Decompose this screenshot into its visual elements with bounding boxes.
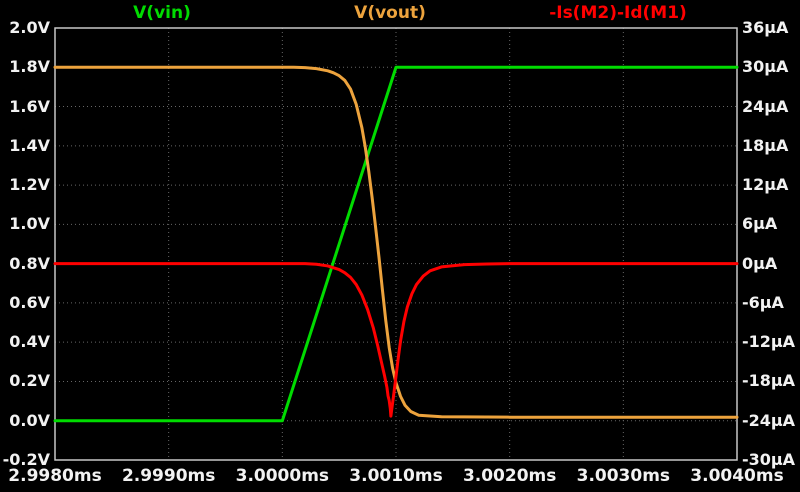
x-axis-tick-label: 2.9980ms xyxy=(8,466,102,486)
y-axis-right-tick-label: -12µA xyxy=(742,332,796,352)
y-axis-left-tick-label: 0.0V xyxy=(9,410,50,430)
x-axis-tick-label: 3.0020ms xyxy=(462,466,557,486)
y-axis-right-tick-label: -30µA xyxy=(742,450,796,469)
y-axis-left-tick-label: 0.2V xyxy=(9,371,50,391)
y-axis-left-tick-label: -0.2V xyxy=(2,450,50,469)
y-axis-right-tick-label: 24µA xyxy=(742,96,789,116)
trace-legend: V(vin) V(vout) -Is(M2)-Id(M1) xyxy=(0,0,800,26)
x-axis-tick-label: 3.0000ms xyxy=(235,466,330,486)
left-voltage-axis[interactable] xyxy=(0,28,52,460)
y-axis-left-tick-label: 0.8V xyxy=(9,253,50,273)
x-axis-tick-label: 3.0030ms xyxy=(576,466,671,486)
x-axis-tick-label: 3.0040ms xyxy=(690,466,784,486)
trace-label-vin[interactable]: V(vin) xyxy=(133,3,191,23)
y-axis-right-tick-label: -6µA xyxy=(742,292,784,312)
y-axis-right-tick-label: 30µA xyxy=(742,57,789,77)
y-axis-left-tick-label: 1.2V xyxy=(9,175,50,195)
trace-label-current[interactable]: -Is(M2)-Id(M1) xyxy=(549,3,687,23)
x-axis-tick-label: 3.0010ms xyxy=(349,466,443,486)
trace--is-m2-id-m1- xyxy=(53,262,739,418)
y-axis-right-tick-label: 6µA xyxy=(742,214,778,234)
y-axis-left-tick-label: 0.6V xyxy=(9,292,50,312)
y-axis-left-tick-label: 0.4V xyxy=(9,332,50,352)
y-axis-left-tick-label: 2.0V xyxy=(9,18,50,37)
right-current-axis[interactable] xyxy=(740,28,800,460)
plot-frame xyxy=(54,27,738,461)
trace-v-vout- xyxy=(53,65,739,419)
y-axis-right-tick-label: 12µA xyxy=(742,175,789,195)
y-axis-right-tick-label: 0µA xyxy=(742,253,778,273)
y-axis-left-tick-label: 1.6V xyxy=(9,96,50,116)
y-axis-left-tick-label: 1.0V xyxy=(9,214,50,234)
y-axis-right-tick-label: -18µA xyxy=(742,371,796,391)
y-axis-right-tick-label: 18µA xyxy=(742,135,789,155)
trace-v-vin- xyxy=(53,65,739,423)
y-axis-left-tick-label: 1.4V xyxy=(9,135,50,155)
trace-label-vout[interactable]: V(vout) xyxy=(354,3,426,23)
y-axis-right-tick-label: -24µA xyxy=(742,410,796,430)
y-axis-right-tick-label: 36µA xyxy=(742,18,789,37)
x-axis-tick-label: 2.9990ms xyxy=(121,466,216,486)
y-axis-left-tick-label: 1.8V xyxy=(9,57,50,77)
